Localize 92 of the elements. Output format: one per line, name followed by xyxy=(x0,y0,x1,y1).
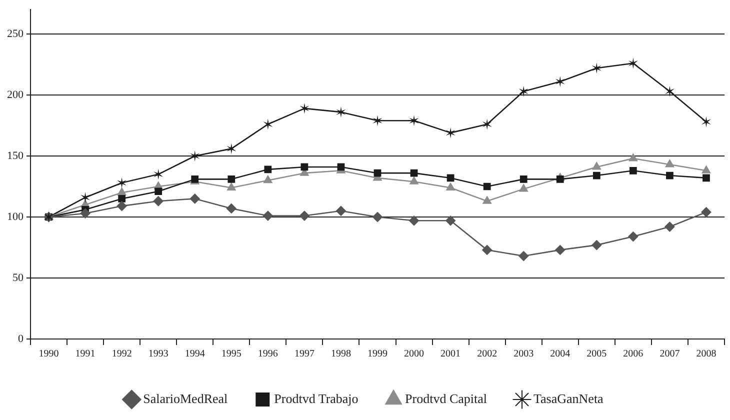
point xyxy=(300,163,308,171)
x-tick-label: 1993 xyxy=(148,348,168,360)
point xyxy=(664,86,674,97)
point xyxy=(228,176,236,183)
y-tick-label: 0 xyxy=(18,332,24,345)
x-tick-label: 1998 xyxy=(330,348,351,360)
point xyxy=(80,208,90,218)
point xyxy=(446,127,456,138)
x-tick-label: 2000 xyxy=(404,348,424,360)
x-tick-label: 1997 xyxy=(294,348,314,360)
x-tick-label: 1990 xyxy=(38,348,59,360)
x-tick-label: 2008 xyxy=(696,348,716,360)
point xyxy=(446,182,455,190)
point xyxy=(410,169,418,177)
point xyxy=(227,182,236,190)
point xyxy=(446,174,454,182)
point xyxy=(190,150,200,162)
x-tick-label: 2004 xyxy=(550,348,570,360)
x-tick-label: 2002 xyxy=(477,348,498,360)
x-tick-label: 1991 xyxy=(75,348,96,360)
point xyxy=(628,153,638,162)
point xyxy=(556,176,564,183)
point xyxy=(520,176,528,183)
point xyxy=(190,194,200,204)
point xyxy=(80,192,90,203)
x-tick-label: 2006 xyxy=(623,348,644,360)
point xyxy=(117,177,127,188)
x-tick-label: 2005 xyxy=(586,348,607,360)
point xyxy=(118,195,126,202)
point xyxy=(372,212,382,222)
point xyxy=(264,175,272,184)
point xyxy=(665,160,674,168)
y-tick-label: 250 xyxy=(7,28,24,40)
point xyxy=(519,184,528,192)
point xyxy=(592,240,602,250)
point xyxy=(262,210,273,221)
point xyxy=(592,172,600,180)
point xyxy=(336,106,346,118)
point xyxy=(702,174,710,182)
x-tick-label: 2001 xyxy=(440,348,461,360)
point xyxy=(628,58,638,69)
y-tick-label: 100 xyxy=(7,210,24,223)
point xyxy=(409,216,420,226)
y-tick-label: 200 xyxy=(7,88,24,101)
x-tick-label: 1995 xyxy=(221,348,242,360)
point xyxy=(446,216,456,226)
point xyxy=(701,116,711,128)
point xyxy=(664,222,675,232)
y-tick-label: 150 xyxy=(7,150,24,162)
x-tick-label: 1994 xyxy=(184,348,205,360)
x-tick-label: 1999 xyxy=(368,348,388,360)
point xyxy=(154,168,164,180)
point xyxy=(630,166,637,174)
point xyxy=(153,196,164,206)
point xyxy=(117,188,126,196)
y-tick-label: 50 xyxy=(12,272,24,284)
point xyxy=(372,115,382,126)
x-tick-label: 2007 xyxy=(660,348,680,360)
x-tick-label: 1996 xyxy=(258,348,278,360)
point xyxy=(337,163,345,171)
point xyxy=(263,118,273,130)
point xyxy=(482,196,492,204)
point xyxy=(555,244,566,255)
point xyxy=(299,210,310,221)
legend-label: SalarioMedReal xyxy=(143,390,228,406)
point xyxy=(226,203,236,214)
point xyxy=(518,251,529,262)
point xyxy=(226,143,236,154)
point xyxy=(666,172,674,180)
point xyxy=(264,166,272,174)
point xyxy=(482,244,492,255)
legend-label: Prodtvd Trabajo xyxy=(274,390,358,406)
point xyxy=(410,176,418,184)
legend-label: Prodtvd Capital xyxy=(405,390,488,406)
point xyxy=(592,162,602,170)
x-tick-label: 2003 xyxy=(514,348,534,360)
point xyxy=(116,201,127,212)
point xyxy=(154,188,162,196)
point xyxy=(300,102,310,114)
point xyxy=(518,86,528,97)
point xyxy=(482,118,492,130)
point xyxy=(409,115,419,126)
point xyxy=(555,76,565,88)
point xyxy=(701,207,712,218)
point xyxy=(374,169,382,177)
point xyxy=(483,182,491,190)
point xyxy=(628,232,638,242)
point xyxy=(592,62,602,74)
point xyxy=(336,206,346,216)
legend-label: TasaGanNeta xyxy=(534,390,604,406)
point xyxy=(702,166,711,174)
x-tick-label: 1992 xyxy=(112,348,132,360)
